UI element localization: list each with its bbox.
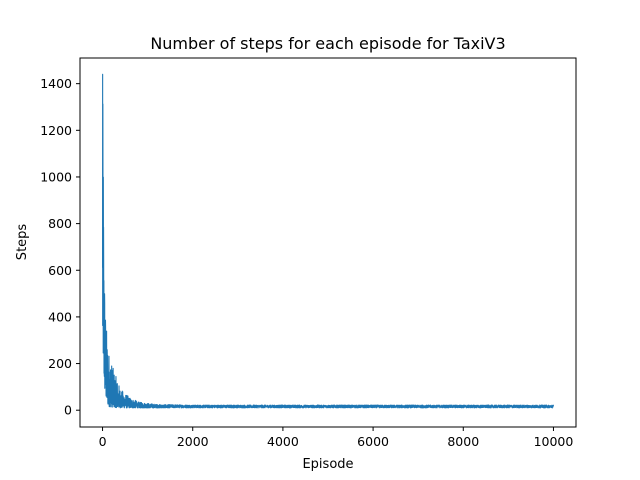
plot-frame [79,57,577,428]
x-tick-label: 8000 [447,434,479,449]
steps-series-line [102,73,554,409]
y-tick-label: 400 [48,309,72,324]
y-axis-ticks: 0 200 400 600 800 1000 1200 1400 [40,76,80,418]
plot-area [102,73,554,409]
y-tick-label: 0 [64,403,72,418]
y-tick-label: 1200 [40,123,72,138]
y-axis-label: Steps [15,224,30,261]
chart-title: Number of steps for each episode for Tax… [150,34,505,53]
x-tick-label: 2000 [177,434,209,449]
y-tick-label: 600 [48,263,72,278]
y-tick-label: 200 [48,356,72,371]
x-axis-label: Episode [302,457,353,472]
y-tick-label: 800 [48,216,72,231]
y-tick-label: 1000 [40,169,72,184]
x-tick-label: 6000 [357,434,389,449]
y-tick-label: 1400 [40,76,72,91]
x-tick-label: 0 [99,434,107,449]
x-tick-label: 4000 [267,434,299,449]
x-axis-ticks: 0 2000 4000 6000 8000 10000 [99,427,574,449]
x-tick-label: 10000 [534,434,574,449]
